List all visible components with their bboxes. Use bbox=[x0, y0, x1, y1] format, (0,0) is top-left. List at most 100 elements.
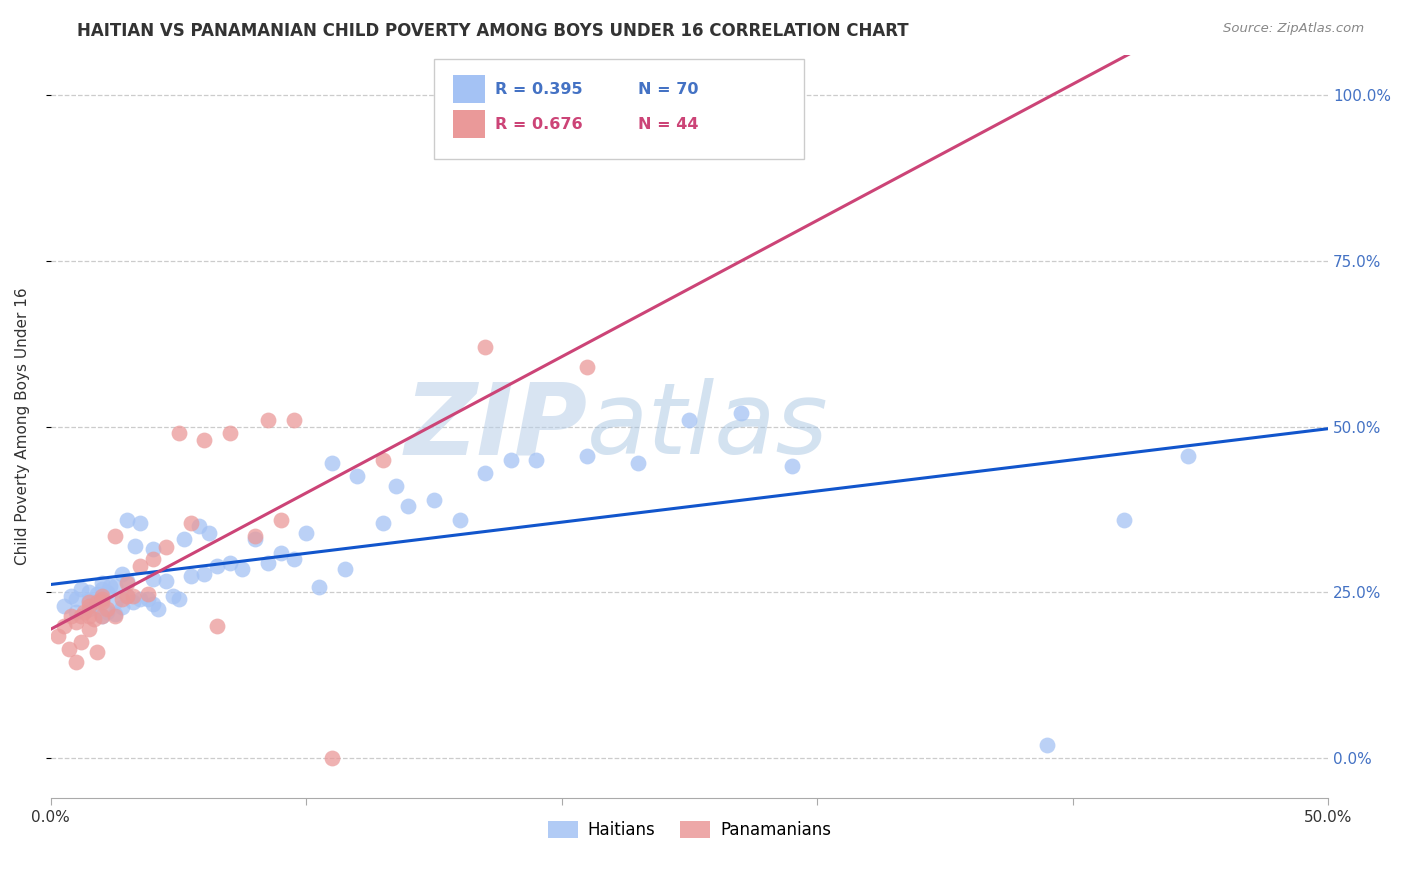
Point bbox=[98, 579, 121, 593]
Point bbox=[218, 426, 240, 441]
Point bbox=[193, 566, 215, 581]
Legend: Haitians, Panamanians: Haitians, Panamanians bbox=[541, 814, 838, 846]
Point bbox=[1177, 450, 1199, 464]
Point bbox=[104, 608, 127, 623]
Point bbox=[86, 587, 108, 601]
Point bbox=[65, 615, 87, 630]
Point bbox=[162, 589, 184, 603]
Point bbox=[283, 413, 305, 427]
Point bbox=[70, 608, 93, 623]
Point bbox=[180, 569, 202, 583]
Point bbox=[384, 479, 406, 493]
Point bbox=[65, 655, 87, 669]
Point bbox=[146, 602, 169, 616]
Point bbox=[218, 556, 240, 570]
Point bbox=[90, 595, 112, 609]
Point bbox=[180, 516, 202, 530]
Text: HAITIAN VS PANAMANIAN CHILD POVERTY AMONG BOYS UNDER 16 CORRELATION CHART: HAITIAN VS PANAMANIAN CHILD POVERTY AMON… bbox=[77, 22, 908, 40]
Point bbox=[231, 562, 253, 576]
Point bbox=[321, 751, 343, 765]
Text: Source: ZipAtlas.com: Source: ZipAtlas.com bbox=[1223, 22, 1364, 36]
Point bbox=[333, 562, 356, 576]
Point bbox=[117, 575, 139, 590]
Point bbox=[104, 579, 127, 593]
Point bbox=[117, 589, 139, 603]
Point bbox=[371, 516, 394, 530]
Point bbox=[155, 574, 177, 588]
Point bbox=[173, 533, 195, 547]
Point bbox=[188, 519, 211, 533]
Point bbox=[346, 469, 368, 483]
Point bbox=[73, 606, 96, 620]
Point bbox=[136, 587, 159, 601]
Point bbox=[86, 599, 108, 613]
Point bbox=[52, 618, 75, 632]
Point bbox=[474, 340, 496, 354]
Point bbox=[449, 512, 471, 526]
Point bbox=[90, 592, 112, 607]
Point bbox=[111, 566, 134, 581]
Point bbox=[60, 608, 83, 623]
Text: ZIP: ZIP bbox=[405, 378, 588, 475]
Point bbox=[90, 592, 112, 607]
Point bbox=[142, 572, 165, 586]
Point bbox=[398, 500, 420, 514]
Point bbox=[1112, 512, 1135, 526]
Point bbox=[52, 599, 75, 613]
Point bbox=[58, 641, 80, 656]
Point bbox=[77, 593, 100, 607]
Point bbox=[308, 580, 330, 594]
Point bbox=[295, 525, 318, 540]
Point bbox=[77, 599, 100, 613]
Point bbox=[499, 452, 522, 467]
Point bbox=[780, 459, 803, 474]
Point bbox=[270, 546, 292, 560]
Point bbox=[321, 456, 343, 470]
Text: N = 70: N = 70 bbox=[638, 82, 699, 97]
Point bbox=[83, 612, 105, 626]
Point bbox=[117, 589, 139, 603]
Point bbox=[121, 589, 143, 603]
Point bbox=[198, 525, 221, 540]
Point bbox=[90, 608, 112, 623]
Point bbox=[129, 516, 152, 530]
Point bbox=[96, 585, 118, 599]
Point bbox=[730, 406, 752, 420]
Point bbox=[65, 606, 87, 620]
Point bbox=[65, 592, 87, 607]
Point bbox=[104, 595, 127, 609]
Point bbox=[90, 582, 112, 597]
Text: R = 0.395: R = 0.395 bbox=[495, 82, 583, 97]
Point bbox=[48, 629, 70, 643]
FancyBboxPatch shape bbox=[453, 110, 485, 138]
Point bbox=[77, 585, 100, 599]
Y-axis label: Child Poverty Among Boys Under 16: Child Poverty Among Boys Under 16 bbox=[15, 288, 30, 566]
Point bbox=[121, 595, 143, 609]
FancyBboxPatch shape bbox=[453, 75, 485, 103]
Point bbox=[474, 466, 496, 480]
Point bbox=[111, 600, 134, 615]
Point bbox=[167, 592, 190, 607]
Point bbox=[86, 645, 108, 659]
Point bbox=[77, 602, 100, 616]
Point bbox=[627, 456, 650, 470]
Point bbox=[193, 433, 215, 447]
Point bbox=[245, 533, 267, 547]
Point bbox=[129, 558, 152, 573]
Point bbox=[142, 598, 165, 612]
Point bbox=[257, 413, 280, 427]
Text: atlas: atlas bbox=[588, 378, 830, 475]
Point bbox=[111, 592, 134, 607]
Point bbox=[245, 529, 267, 543]
Point bbox=[104, 529, 127, 543]
Point bbox=[96, 602, 118, 616]
Point bbox=[167, 426, 190, 441]
FancyBboxPatch shape bbox=[434, 59, 804, 159]
Point bbox=[142, 552, 165, 566]
Point bbox=[60, 589, 83, 603]
Point bbox=[90, 575, 112, 590]
Point bbox=[136, 592, 159, 607]
Point bbox=[524, 452, 547, 467]
Point bbox=[270, 512, 292, 526]
Point bbox=[70, 582, 93, 597]
